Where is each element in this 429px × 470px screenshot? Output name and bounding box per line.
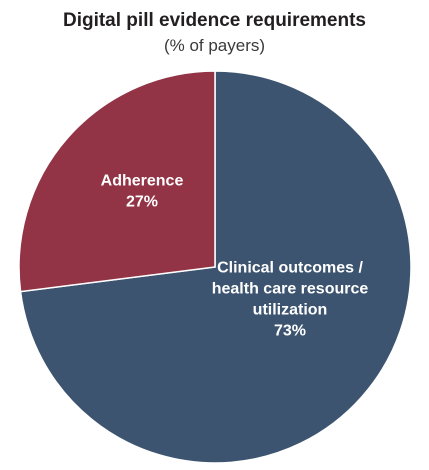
adherence-value-label: 27%: [126, 194, 158, 211]
chart-title: Digital pill evidence requirements: [62, 10, 367, 31]
chart-subtitle: (% of payers): [163, 36, 266, 55]
clinical-outcomes-label-line: health care resource: [212, 281, 369, 298]
clinical-outcomes-label-line: Clinical outcomes /: [217, 260, 363, 277]
pie-slice-adherence: [18, 70, 216, 293]
pie-slice-clinical-outcomes: [19, 70, 412, 464]
clinical-outcomes-value-label: 73%: [274, 323, 306, 340]
clinical-outcomes-label-line: utilization: [253, 302, 328, 319]
adherence-label-line: Adherence: [101, 173, 184, 190]
